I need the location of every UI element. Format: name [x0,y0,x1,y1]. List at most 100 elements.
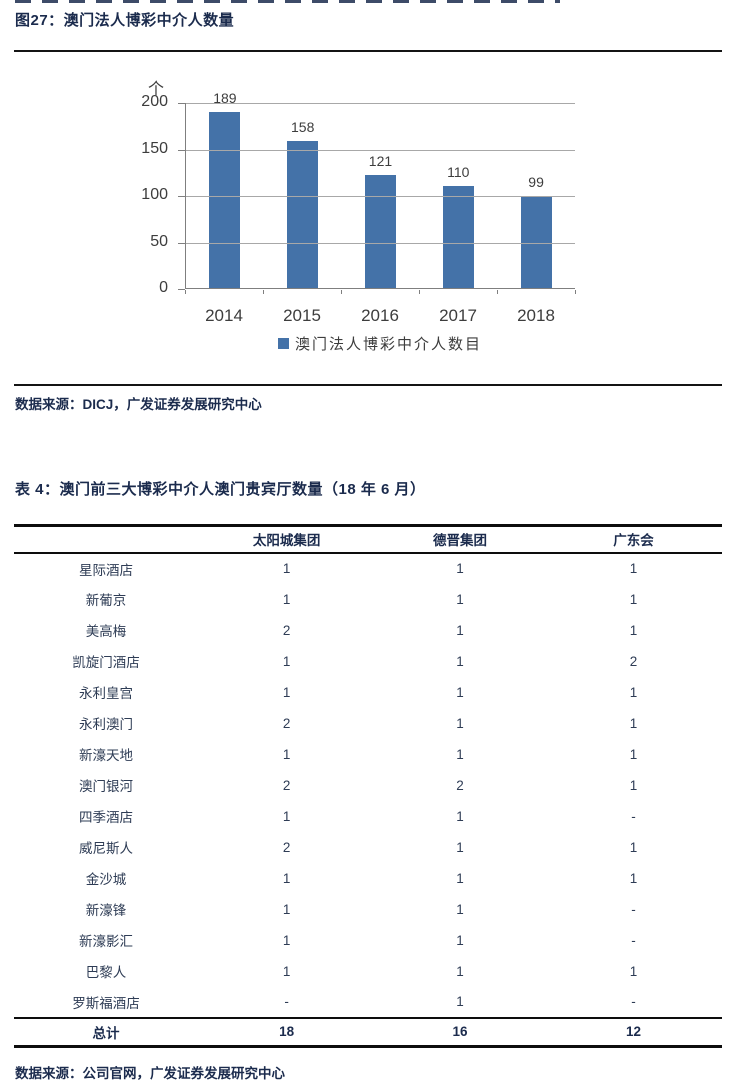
y-axis-tick [178,242,185,244]
header-row: 太阳城集团 德晋集团 广东会 [14,526,722,553]
y-axis-tick [178,196,185,197]
bar-slot: 99 [497,103,575,288]
divider-below-chart [14,384,722,386]
table-cell: 1 [456,994,464,1009]
table-row: 澳门银河 2 2 1 [14,770,722,801]
table-cell: 1 [456,963,464,979]
table-cell: 1 [629,777,638,793]
bar-value-label: 99 [528,173,544,190]
legend-swatch [277,338,289,349]
table-cell: 2 [282,839,291,855]
bar-2014: 189 [209,90,241,288]
table-cell: 1 [282,746,291,762]
bar-value-label: 189 [213,90,237,107]
bar-chart: 个 189 158 121 110 99 2014 2015 2016 2017 2018 澳门… [14,60,722,382]
table-cell: 1 [629,963,638,979]
viproom-table-wrap: 太阳城集团 德晋集团 广东会 星际酒店 1 1 1 新葡京 1 1 1 美高梅 2 1 1 凯旋门酒店 1 1 2… [14,524,722,1048]
table-cell: 1 [456,653,464,669]
x-axis-tick [497,290,498,294]
table-cell: 1 [456,591,464,607]
total-cell: 12 [625,1024,641,1040]
total-cell: 18 [279,1024,295,1040]
figure-source: 数据来源：DICJ，广发证券发展研究中心 [15,397,262,412]
row-label: 星际酒店 [79,562,134,578]
row-label: 美高梅 [85,624,127,639]
table-source: 数据来源：公司官网，广发证券发展研究中心 [15,1066,285,1081]
x-axis-label: 2018 [517,306,555,325]
bar-2016: 121 [364,153,396,288]
viproom-table: 太阳城集团 德晋集团 广东会 星际酒店 1 1 1 新葡京 1 1 1 美高梅 2 1 1 凯旋门酒店 1 1 2… [14,524,722,1048]
bar-2015: 158 [287,119,319,288]
table-row: 巴黎人 1 1 1 [14,956,722,987]
x-axis-label: 2017 [439,306,477,325]
table-cell: 1 [629,561,638,576]
table-cell: 1 [456,684,464,700]
table-cell: 1 [629,622,638,638]
table-row: 永利澳门 2 1 1 [14,708,722,739]
row-label: 新濠天地 [79,748,134,763]
table-cell: 1 [456,622,464,638]
table-cell: 1 [629,684,638,700]
x-axis-label: 2015 [283,306,321,325]
x-axis-labels: 2014 2015 2016 2017 2018 [185,306,575,326]
row-label: 威尼斯人 [79,841,134,856]
total-row: 总计 18 16 12 [14,1017,722,1047]
bar-slot: 158 [264,103,342,288]
table-cell: 1 [629,591,638,607]
table-cell: 1 [282,870,291,886]
table-cell: 1 [456,870,464,886]
row-label: 凯旋门酒店 [72,655,140,670]
row-label: 新濠锋 [85,903,127,918]
figure-title: 图27：澳门法人博彩中介人数量 [15,12,235,29]
row-label: 四季酒店 [79,810,134,825]
table-row: 罗斯福酒店 - 1 - [14,987,722,1018]
table-cell: 2 [282,715,291,731]
table-cell: 2 [282,777,291,793]
table-cell: 1 [456,561,464,576]
table-cell: - [631,808,636,824]
x-axis-label: 2016 [361,306,399,325]
table-cell: 1 [456,715,464,731]
table-cell: 1 [282,932,291,948]
y-axis-tick [178,149,185,151]
row-label: 巴黎人 [85,965,127,980]
table-cell: 1 [282,901,291,917]
bar-series: 189 158 121 110 99 [186,90,575,288]
row-label: 新濠影汇 [79,934,134,949]
row-label: 新葡京 [85,593,127,608]
table-row: 新濠天地 1 1 1 [14,739,722,770]
row-label: 罗斯福酒店 [72,995,140,1011]
table-cell: 1 [282,653,291,669]
table-row: 威尼斯人 2 1 1 [14,832,722,863]
table-cell: - [284,994,289,1009]
row-label: 澳门银河 [79,779,134,794]
bar-slot: 121 [342,103,420,288]
y-axis-tick-label: 0 [159,279,168,296]
table-title: 表 4：澳门前三大博彩中介人澳门贵宾厅数量（18 年 6 月） [15,481,426,498]
table-cell: 1 [629,839,638,855]
table-cell: 1 [456,839,464,855]
table-cell: - [631,994,636,1009]
table-cell: 2 [456,777,464,793]
legend-label: 澳门法人博彩中介人数目 [294,336,482,353]
table-row: 星际酒店 1 1 1 [14,553,722,584]
row-label-column-header [14,526,198,553]
y-axis-tick-label: 50 [150,232,168,250]
bar-slot: 110 [419,103,497,288]
table-header: 太阳城集团 德晋集团 广东会 [14,526,722,553]
table-row: 四季酒店 1 1 - [14,801,722,832]
bar-value-label: 158 [291,119,315,136]
row-label: 永利澳门 [79,717,134,732]
table-cell: 2 [282,622,291,638]
table-row: 美高梅 2 1 1 [14,615,722,646]
table-row: 新濠锋 1 1 - [14,894,722,925]
gridline [186,242,575,244]
table-cell: 1 [282,561,291,576]
table-cell: 1 [282,684,291,700]
column-header: 太阳城集团 [252,533,321,549]
table-cell: 1 [282,591,291,607]
gridline [186,103,575,104]
x-axis-label: 2014 [205,306,243,325]
y-axis-unit-label: 个 [148,81,165,98]
